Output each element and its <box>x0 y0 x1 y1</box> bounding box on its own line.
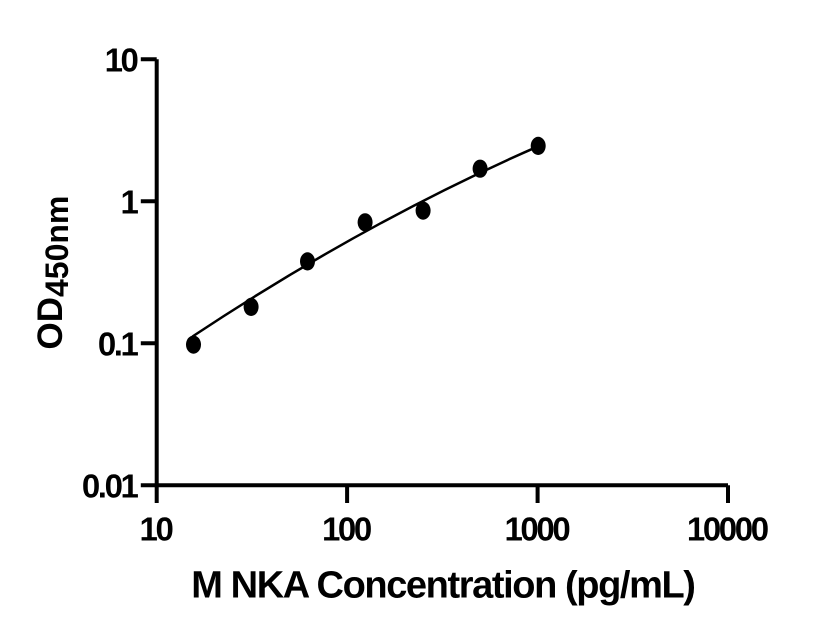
svg-text:0.1: 0.1 <box>98 325 139 362</box>
svg-text:0.01: 0.01 <box>82 467 139 504</box>
svg-text:10000: 10000 <box>687 510 768 547</box>
svg-text:M NKA Concentration (pg/mL): M NKA Concentration (pg/mL) <box>191 564 694 606</box>
svg-text:OD450nm: OD450nm <box>31 196 75 350</box>
svg-text:1000: 1000 <box>504 510 569 547</box>
svg-text:100: 100 <box>322 510 371 547</box>
svg-text:10: 10 <box>105 41 138 78</box>
svg-text:1: 1 <box>121 183 139 220</box>
svg-text:10: 10 <box>140 510 173 547</box>
